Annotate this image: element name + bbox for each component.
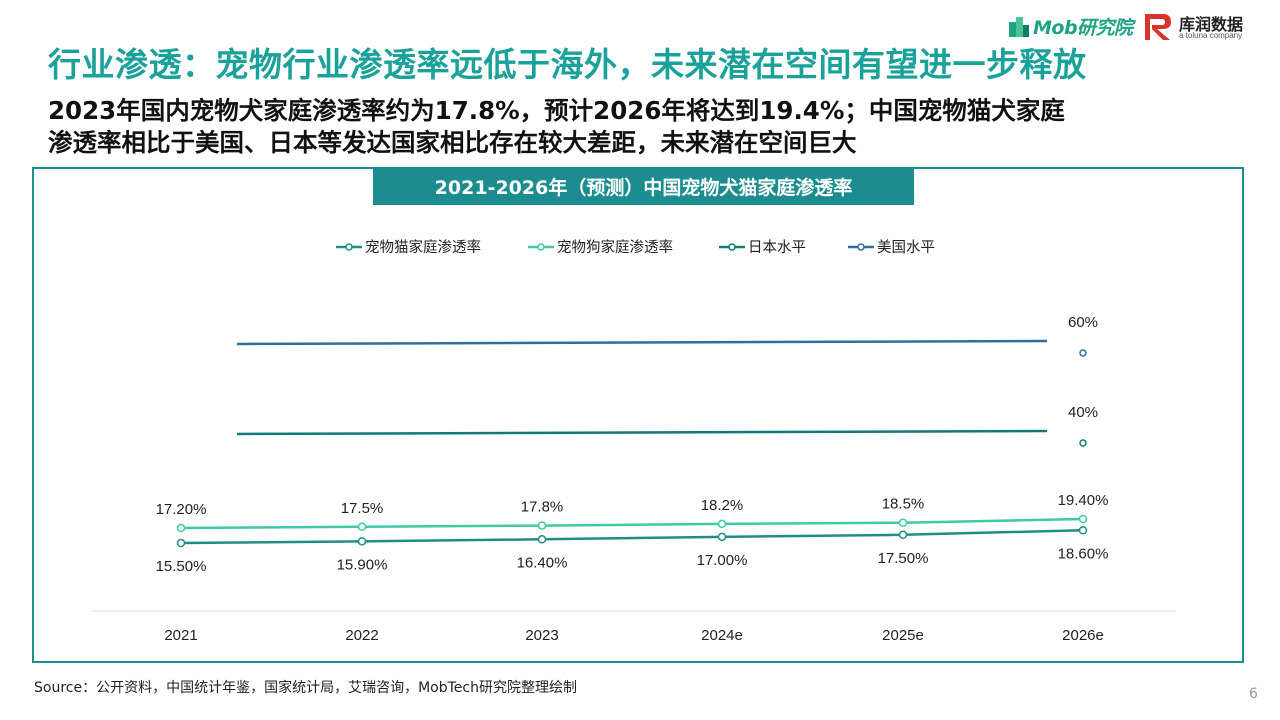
data-label-0: 17.00% (697, 552, 748, 569)
data-label-1: 17.5% (341, 500, 384, 517)
data-label-2: 40% (1068, 404, 1098, 421)
data-point-1 (176, 523, 186, 533)
logo-area: Mob研究院 库润数据 a toluna company (1008, 10, 1248, 44)
data-label-0: 17.50% (878, 550, 929, 567)
data-point-0 (898, 530, 908, 540)
legend-marker-1 (537, 243, 545, 251)
data-label-1: 17.8% (521, 499, 564, 516)
data-label-0: 18.60% (1058, 545, 1109, 562)
data-label-1: 18.2% (701, 497, 744, 514)
x-tick-label: 2026e (1062, 627, 1104, 644)
legend-label-1: 宠物狗家庭渗透率 (557, 239, 673, 256)
x-tick-label: 2024e (701, 627, 743, 644)
series-0: 15.50% 15.90% 16.40% 17.00% 17.50% 18.60% (156, 526, 1109, 575)
data-label-1: 17.20% (156, 501, 207, 518)
mob-logo-text: Mob研究院 (1033, 16, 1133, 39)
data-label-0: 15.50% (156, 558, 207, 575)
chart-title: 2021-2026年（预测）中国宠物犬猫家庭渗透率 (373, 168, 914, 205)
x-tick-label: 2022 (345, 627, 378, 644)
data-label-0: 15.90% (337, 556, 388, 573)
data-point-0 (537, 535, 547, 544)
legend-marker-3 (857, 243, 865, 251)
mob-logo: Mob研究院 (1008, 12, 1133, 40)
data-point-0 (717, 532, 727, 542)
legend-label-0: 宠物猫家庭渗透率 (365, 239, 481, 256)
partner-logo-name: 库润数据 (1179, 15, 1244, 34)
data-point-1 (537, 521, 547, 530)
data-point-1 (717, 519, 727, 529)
x-tick-label: 2021 (164, 627, 197, 644)
data-point-0 (1078, 526, 1088, 535)
mob-logo-icon (1009, 17, 1029, 37)
data-label-1: 18.5% (882, 496, 925, 513)
legend-marker-2 (728, 243, 736, 251)
data-point-1 (1078, 514, 1088, 524)
series-line-3 (236, 339, 1048, 346)
data-point-3 (1079, 349, 1087, 357)
source-note: Source：公开资料，中国统计年鉴，国家统计局，艾瑞咨询，MobTech研究院… (34, 680, 577, 696)
data-label-1: 19.40% (1058, 492, 1109, 509)
legend-label-2: 日本水平 (748, 239, 806, 256)
page-subtitle-line-2: 渗透率相比于美国、日本等发达国家相比存在较大差距，未来潜在空间巨大 (48, 128, 857, 157)
page-title: 行业渗透：宠物行业渗透率远低于海外，未来潜在空间有望进一步释放 (48, 45, 1087, 84)
data-label-3: 60% (1068, 314, 1098, 331)
page-subtitle-line-1: 2023年国内宠物犬家庭渗透率约为17.8%，预计2026年将达到19.4%；中… (48, 96, 1065, 125)
x-tick-label: 2023 (525, 627, 558, 644)
legend-marker-0 (345, 243, 353, 251)
partner-logo-subtitle: a toluna company (1179, 31, 1243, 40)
series-line-1 (180, 517, 1084, 530)
data-point-1 (357, 522, 367, 532)
page-number: 6 (1249, 686, 1258, 702)
x-tick-label: 2025e (882, 627, 924, 644)
legend-label-3: 美国水平 (877, 239, 935, 256)
data-point-0 (176, 538, 186, 548)
data-point-1 (898, 518, 908, 527)
series-line-0 (180, 529, 1084, 545)
data-label-0: 16.40% (517, 554, 568, 571)
series-2: 40% (236, 404, 1098, 447)
series-line-2 (236, 429, 1048, 436)
kr-logo-icon (1145, 14, 1171, 40)
series-1: 17.20% 17.5% 17.8% 18.2% 18.5% 19.40% (156, 492, 1109, 533)
data-point-2 (1079, 439, 1087, 447)
series-3: 60% (236, 314, 1098, 357)
data-point-0 (357, 537, 367, 546)
